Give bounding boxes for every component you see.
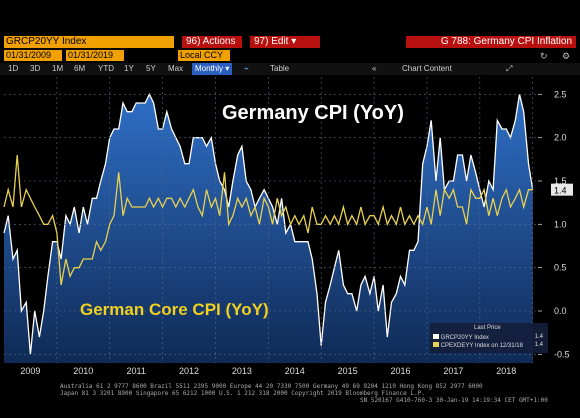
x-tick-label: 2018 [496,366,516,376]
x-tick-label: 2011 [126,366,145,376]
series-line-core [3,154,533,286]
y-tick-label: -0.5 [554,349,570,359]
period-button-5y[interactable]: 5Y [146,64,156,73]
footer-line-3: SN 520167 G410-760-3 30-Jan-19 14:19:34 … [360,397,548,404]
period-toolbar [0,63,580,75]
frequency-select[interactable]: Monthly ▾ [192,63,233,75]
footer-line-2: Japan 81 3 3201 8900 Singapore 65 6212 1… [60,390,425,397]
actions-menu-button[interactable]: 96) Actions ▾ [182,36,242,59]
terminal-footer: Australia 61 2 9777 8600 Brazil 5511 239… [0,378,580,418]
y-axis-panel [538,77,580,363]
cpi-chart[interactable]: -0.5 0.0 0.5 1.0 1.5 2.0 2.5 1.4 2009 2010 2011 201… [0,75,580,378]
legend-label-core: CPEXDEYY Index on 12/31/18 [440,343,523,349]
chart-content-button[interactable]: Chart Content [402,64,452,73]
refresh-icon[interactable]: ↻ [540,51,548,61]
period-button-1d[interactable]: 1D [8,64,19,73]
y-tick-label: 1.5 [554,176,567,186]
footer-line-1: Australia 61 2 9777 8600 Brazil 5511 239… [60,383,483,390]
edit-menu-button[interactable]: 97) Edit ▾ [250,36,320,48]
annotation-cpi: Germany CPI (YoY) [222,102,404,124]
x-tick-label: 2016 [391,366,411,376]
end-date-field[interactable]: 01/31/2019 [66,50,124,61]
x-tick-label: 2014 [285,366,305,376]
collapse-icon[interactable]: « [372,64,377,73]
start-date-field[interactable]: 01/31/2009 [4,50,62,61]
x-tick-label: 2017 [443,366,463,376]
period-button-1y[interactable]: 1Y [124,64,134,73]
chart-legend: Last Price GRCP20YY Index 1.4 CPEXDEYY I… [430,323,548,353]
y-tick-label: 2.0 [554,133,567,143]
y-tick-label: 0.0 [554,306,567,316]
last-value-badge [551,183,573,196]
period-button-max[interactable]: Max [168,64,184,73]
legend-header: Last Price [474,325,501,331]
table-button[interactable]: Table [270,64,290,73]
x-tick-label: 2013 [232,366,252,376]
x-tick-label: 2012 [179,366,199,376]
x-tick-label: 2015 [338,366,358,376]
y-tick-label: 1.0 [554,219,567,229]
legend-row-core: CPEXDEYY Index on 12/31/18 1.4 [433,342,545,349]
legend-value-cpi: 1.4 [534,334,543,340]
annotation-core: German Core CPI (YoY) [80,300,269,319]
period-button-ytd[interactable]: YTD [98,64,114,73]
legend-label-cpi: GRCP20YY Index [440,335,489,341]
currency-select[interactable]: Local CCY [178,50,230,61]
period-button-6m[interactable]: 6M [74,64,86,73]
chart-type-icon[interactable]: ⌁ [244,64,249,73]
expand-icon[interactable]: ⤢ [506,64,513,73]
last-value-label: 1.4 [554,186,567,196]
function-title: G 788: Germany CPI Inflation [406,36,576,48]
ticker-field[interactable]: GRCP20YY Index [4,36,174,48]
legend-value-core: 1.4 [534,342,543,348]
period-button-1m[interactable]: 1M [52,64,64,73]
settings-icon[interactable]: ⚙ [562,51,571,61]
x-tick-label: 2009 [20,366,40,376]
period-button-3d[interactable]: 3D [30,64,41,73]
y-tick-label: 0.5 [554,263,567,273]
x-axis-panel [0,363,580,378]
legend-row-cpi: GRCP20YY Index 1.4 [433,334,545,341]
y-tick-label: 2.5 [554,89,567,99]
legend-swatch-core [433,342,439,347]
legend-swatch-cpi [433,334,439,339]
x-tick-label: 2010 [73,366,93,376]
